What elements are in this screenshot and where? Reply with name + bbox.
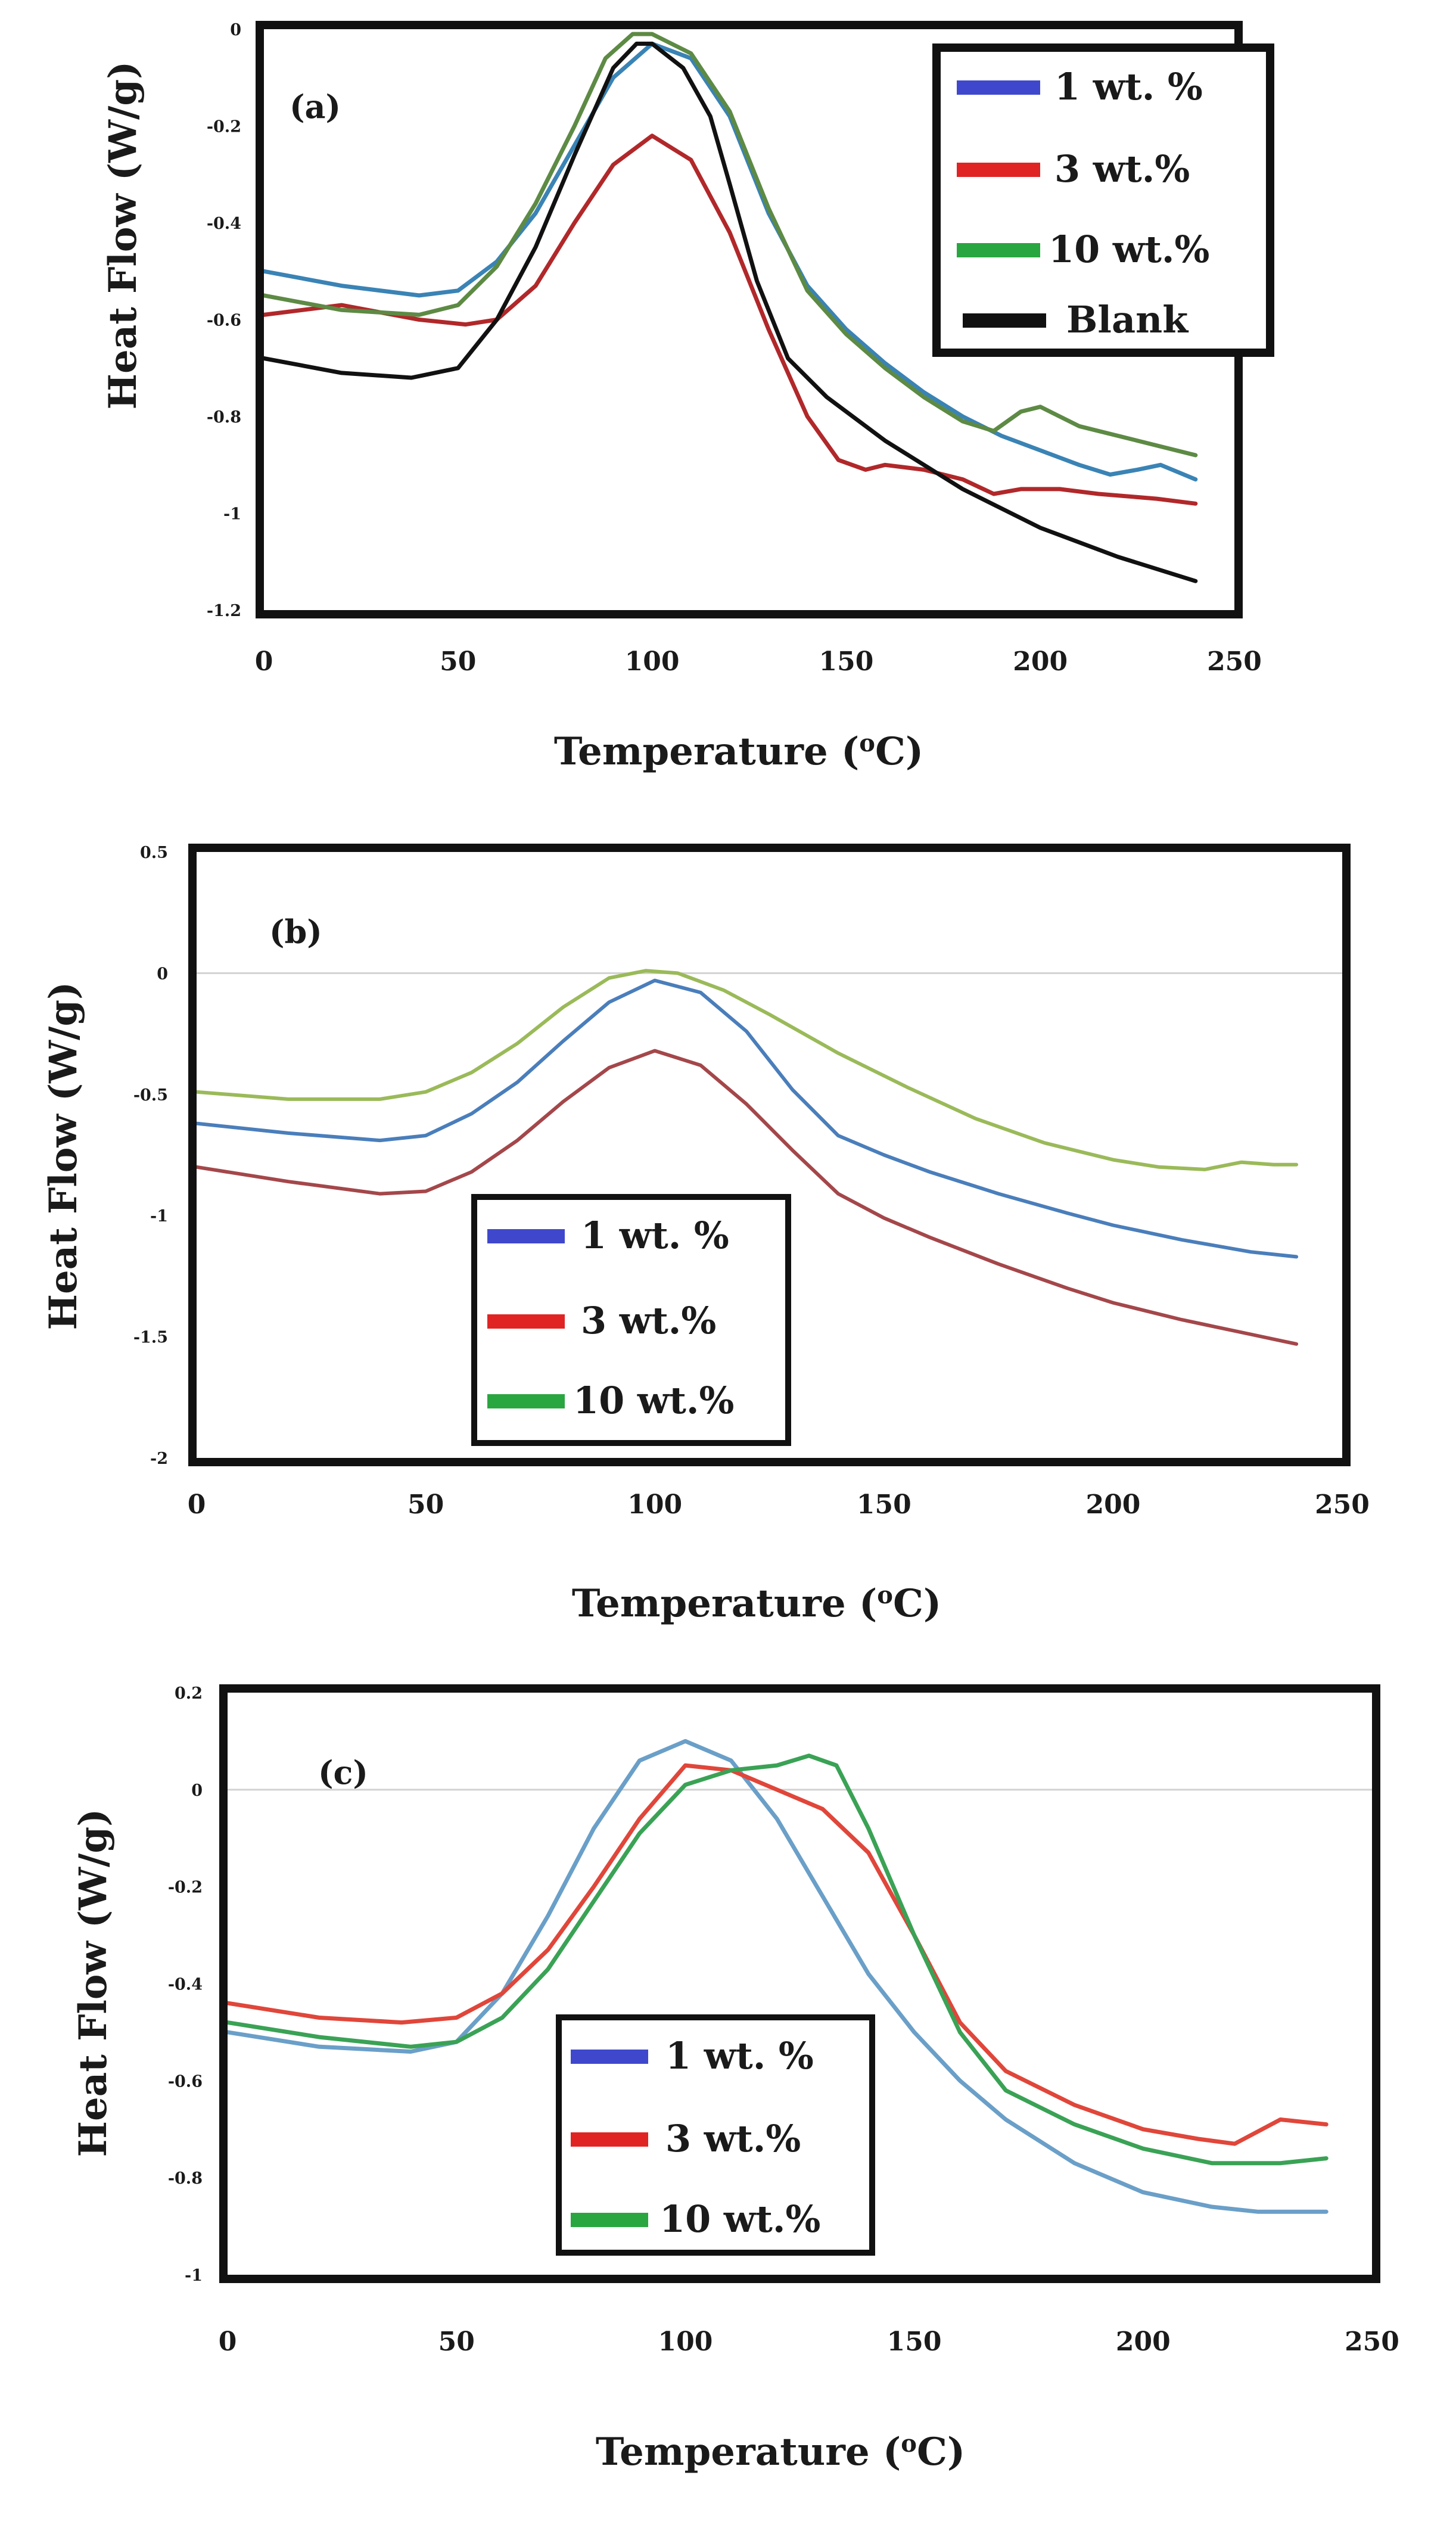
- panel-c-x-tick-labels: 0 50 100 150 200 250: [219, 2327, 1399, 2357]
- legend-label-3wt: 3 wt.%: [665, 2117, 801, 2160]
- panel-a-y-axis-label: Heat Flow (W/g): [101, 61, 145, 410]
- y-tick-label: -0.8: [168, 2169, 203, 2188]
- panel-c-legend: 1 wt. % 3 wt.% 10 wt.%: [556, 2014, 875, 2256]
- x-tick-label: 150: [887, 2327, 942, 2357]
- panel-a-legend-box: [932, 43, 1274, 357]
- series-line-blank: [262, 41, 1198, 583]
- series-line-3-wt: [195, 1049, 1299, 1346]
- y-tick-label: 0: [230, 21, 241, 39]
- panel-a-x-axis-label: Temperature (oC): [554, 729, 923, 774]
- panel-c-x-axis-label: Temperature (oC): [596, 2430, 965, 2474]
- panel-b-y-axis-label: Heat Flow (W/g): [41, 982, 86, 1330]
- x-tick-label: 100: [627, 1489, 682, 1520]
- y-tick-label: -1.2: [207, 602, 241, 620]
- panel-c-y-axis-label: Heat Flow (W/g): [71, 1809, 116, 2157]
- series-line-1-wt: [195, 978, 1299, 1259]
- legend-label-10wt: 10 wt.%: [1049, 228, 1209, 271]
- y-tick-label: 0.5: [140, 844, 168, 862]
- panel-b-legend: 1 wt. % 3 wt.% 10 wt.%: [471, 1194, 791, 1446]
- y-tick-label: -0.8: [207, 408, 241, 427]
- y-tick-label: -0.2: [168, 1879, 203, 1897]
- panel-c: (c) 0.2 0 -0.2 -0.4 -0.6 -0.8 -1 0 50 100 150 200 2…: [71, 1684, 1399, 2474]
- x-tick-label: 200: [1013, 646, 1068, 677]
- x-tick-label: 250: [1315, 1489, 1370, 1520]
- legend-label-blank: Blank: [1066, 298, 1189, 341]
- x-tick-label: 100: [658, 2327, 713, 2357]
- panel-b-x-axis-label: Temperature (oC): [572, 1581, 941, 1626]
- x-tick-label: 50: [407, 1489, 444, 1520]
- panel-a-legend: 1 wt. % 3 wt.% 10 wt.% Blank: [932, 43, 1274, 357]
- x-tick-label: 0: [255, 646, 273, 677]
- y-tick-label: -0.2: [207, 118, 241, 136]
- y-tick-label: -1.5: [133, 1329, 168, 1347]
- y-tick-label: 0.2: [175, 1684, 203, 1703]
- y-tick-label: -0.6: [168, 2072, 203, 2091]
- panel-c-y-tick-labels: 0.2 0 -0.2 -0.4 -0.6 -0.8 -1: [168, 1684, 203, 2285]
- series-line-10-wt: [262, 32, 1198, 458]
- y-tick-label: -1: [223, 505, 241, 524]
- series-line-1-wt: [225, 1739, 1329, 2214]
- x-tick-label: 100: [625, 646, 680, 677]
- legend-label-10wt: 10 wt.%: [659, 2197, 820, 2241]
- y-tick-label: -0.4: [207, 214, 241, 233]
- y-tick-label: 0: [191, 1781, 203, 1800]
- panel-a-y-tick-labels: 0 -0.2 -0.4 -0.6 -0.8 -1 -1.2: [207, 21, 241, 620]
- series-line-10-wt: [195, 969, 1299, 1171]
- y-tick-label: -2: [150, 1450, 168, 1468]
- y-tick-label: 0: [157, 965, 168, 983]
- x-tick-label: 250: [1345, 2327, 1399, 2357]
- panel-b-y-tick-labels: 0.5 0 -0.5 -1 -1.5 -2: [133, 844, 168, 1468]
- legend-label-1wt: 1 wt. %: [665, 2034, 814, 2078]
- panel-b-x-tick-labels: 0 50 100 150 200 250: [188, 1489, 1370, 1520]
- x-tick-label: 0: [188, 1489, 206, 1520]
- legend-label-1wt: 1 wt. %: [581, 1214, 729, 1257]
- panel-b-series-lines: [195, 969, 1299, 1346]
- x-tick-label: 150: [857, 1489, 911, 1520]
- panel-a-label: (a): [290, 88, 341, 126]
- x-tick-label: 50: [438, 2327, 475, 2357]
- y-tick-label: -0.5: [133, 1086, 168, 1105]
- x-tick-label: 0: [219, 2327, 237, 2357]
- panel-a: (a) 0 -0.2 -0.4 -0.6 -0.8 -1 -1.2 0 50 100 150 200…: [101, 21, 1274, 774]
- series-line-10-wt: [225, 1753, 1329, 2166]
- x-tick-label: 200: [1116, 2327, 1171, 2357]
- legend-label-1wt: 1 wt. %: [1054, 65, 1203, 108]
- legend-label-3wt: 3 wt.%: [581, 1299, 716, 1342]
- x-tick-label: 150: [819, 646, 873, 677]
- legend-label-3wt: 3 wt.%: [1054, 147, 1190, 191]
- series-line-3-wt: [225, 1763, 1329, 2146]
- legend-label-10wt: 10 wt.%: [573, 1379, 734, 1422]
- x-tick-label: 250: [1207, 646, 1262, 677]
- y-tick-label: -0.6: [207, 312, 241, 330]
- panel-c-plot-frame: [219, 1684, 1380, 2283]
- x-tick-label: 200: [1085, 1489, 1140, 1520]
- panel-c-label: (c): [318, 1753, 368, 1792]
- panel-b-label: (b): [269, 913, 322, 951]
- y-tick-label: -1: [150, 1207, 168, 1226]
- series-line-3-wt: [262, 133, 1198, 506]
- y-tick-label: -0.4: [168, 1976, 203, 1994]
- x-tick-label: 50: [440, 646, 476, 677]
- panel-a-series-lines: [262, 32, 1198, 583]
- panel-b: (b) 0.5 0 -0.5 -1 -1.5 -2 0 50 100 150 200 250 Hea…: [41, 844, 1370, 1626]
- y-tick-label: -1: [185, 2266, 203, 2285]
- panel-b-plot-frame: [188, 844, 1351, 1466]
- panel-c-series-lines: [225, 1739, 1329, 2214]
- panel-a-x-tick-labels: 0 50 100 150 200 250: [255, 646, 1262, 677]
